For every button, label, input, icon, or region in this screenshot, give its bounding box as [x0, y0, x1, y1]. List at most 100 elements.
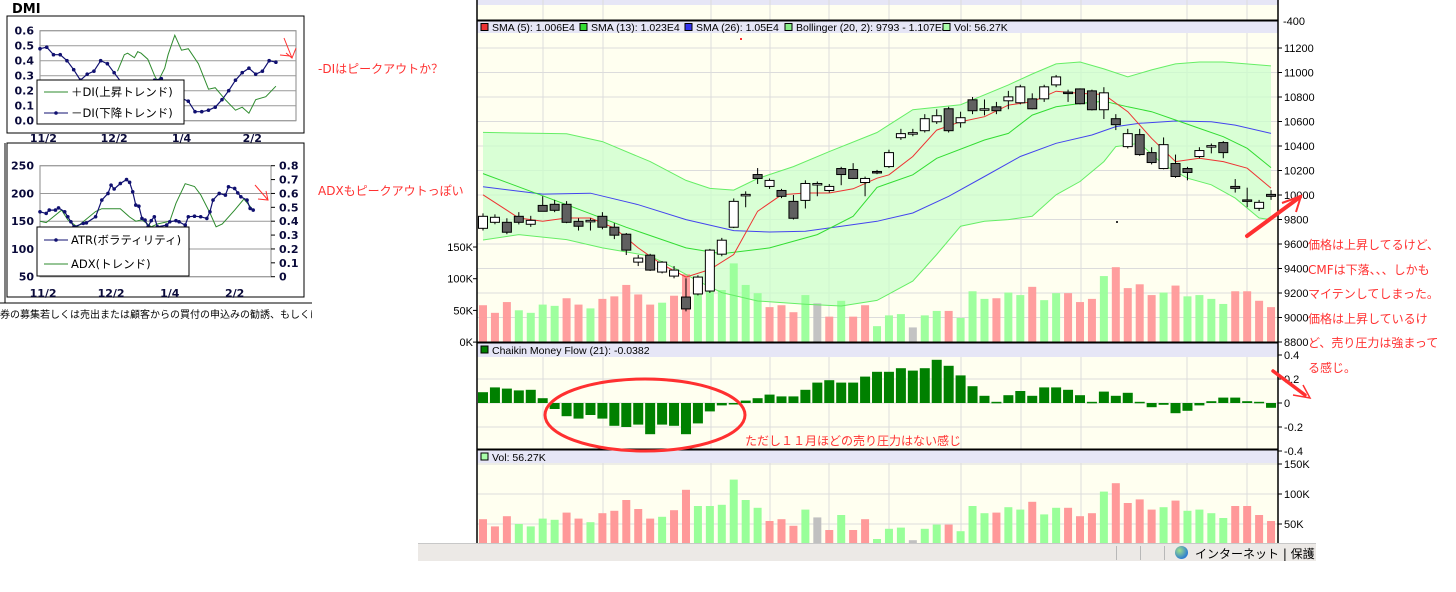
- volume-bar: [729, 263, 738, 342]
- candle-body: [633, 257, 644, 263]
- cmf-bar: [979, 395, 990, 403]
- plus-di-line: [117, 33, 277, 115]
- atr-point: [167, 219, 172, 224]
- dmi-y-tick: 0.1: [15, 100, 35, 113]
- di-annotation: -DIはピークアウトか？: [318, 62, 444, 76]
- atr-point: [47, 208, 52, 212]
- atr-point: [44, 211, 48, 216]
- vol-panel-bar: [1195, 509, 1204, 543]
- minus-di-point: [253, 72, 258, 76]
- cmf-bar: [740, 400, 751, 403]
- sma13-line: [482, 100, 1272, 255]
- candle-body: [669, 269, 680, 277]
- candle-body: [621, 233, 632, 251]
- vol-panel-bar: [932, 524, 941, 543]
- volume-bar: [550, 305, 559, 342]
- candle-body: [1254, 201, 1265, 209]
- cmf-bar: [1266, 403, 1277, 408]
- volume-bar: [765, 307, 774, 342]
- minus-di-point: [233, 78, 238, 82]
- volume-bar: [1099, 276, 1108, 342]
- vol-panel-bar: [502, 516, 511, 543]
- vol-panel-bar: [658, 516, 667, 543]
- volume-bar: [1219, 303, 1228, 342]
- atr-right-tick: 0.4: [279, 215, 299, 228]
- volume-bar: [514, 310, 523, 342]
- minus-di-point: [247, 66, 251, 70]
- minus-di-point: [44, 45, 49, 49]
- minus-di-point: [98, 58, 103, 63]
- atr-point: [130, 189, 135, 194]
- volume-bar: [479, 305, 487, 342]
- dmi-x-tick: 1/4: [172, 132, 192, 145]
- volume-bar: [1159, 292, 1168, 342]
- vol-panel-bar: [562, 512, 571, 543]
- atr-right-tick: 0.5: [279, 201, 299, 214]
- atr-point: [149, 218, 154, 223]
- dmi-title: DMI: [12, 2, 41, 17]
- price-tick: 9400: [1284, 264, 1308, 276]
- volume-bar: [813, 303, 822, 342]
- status-bar: インターネット | 保護: [418, 543, 1316, 561]
- vol-panel-bar: [908, 540, 917, 543]
- atr-x-tick: 1/4: [160, 287, 180, 300]
- status-separator: [1116, 546, 1117, 560]
- price-tick: 10800: [1284, 92, 1315, 104]
- legend-label: SMA (13): 1.023E4: [591, 22, 680, 34]
- cmf-bar: [525, 389, 536, 403]
- cmf-bar: [478, 392, 488, 403]
- volume-bar: [1255, 300, 1264, 342]
- vol-panel-bar: [1087, 513, 1096, 543]
- volume-bar: [1231, 291, 1240, 342]
- vol-panel-bar: [693, 506, 702, 543]
- candle-body: [776, 189, 787, 197]
- vol-panel-bar: [801, 509, 810, 543]
- minus-di-point: [213, 105, 218, 109]
- up-arrow-head-icon: [1281, 194, 1303, 213]
- volume-bar: [741, 284, 750, 342]
- vol-panel-bar: [1219, 518, 1228, 543]
- minus-di-point: [220, 97, 224, 102]
- vol-panel-bar: [1064, 507, 1073, 543]
- atr-left-tick: 100: [11, 243, 34, 256]
- cmf-bar: [609, 403, 620, 426]
- vol-panel-bar: [1147, 509, 1156, 543]
- vol-panel-bar: [634, 509, 643, 543]
- cmf-bar: [764, 394, 775, 403]
- volume-bar: [598, 298, 607, 342]
- volume-bar: [1087, 298, 1096, 342]
- dmi-x-tick: 11/2: [30, 132, 57, 145]
- vol-panel-bar: [765, 521, 774, 543]
- cmf-bar: [907, 370, 918, 403]
- atr-x-tick: 2/2: [225, 287, 244, 300]
- cmf-bar: [489, 387, 500, 403]
- atr-point: [183, 223, 188, 227]
- atr-point: [133, 203, 138, 207]
- candle-body: [1027, 98, 1038, 110]
- vol-panel-bar: [610, 510, 619, 543]
- candle-body: [943, 108, 954, 132]
- volume-bar: [908, 327, 917, 342]
- dmi-legend-label: －DI(下降トレンド): [71, 106, 173, 120]
- vol-panel-bar: [479, 519, 487, 543]
- atr-point: [208, 209, 212, 214]
- vol-panel-bar: [777, 519, 786, 543]
- cmf-bar: [501, 388, 512, 403]
- up-arrow-icon: [1245, 195, 1302, 238]
- legend-label: SMA (5): 1.006E4: [492, 22, 575, 34]
- cmf-tick: -0.2: [1284, 422, 1303, 434]
- security-zone-text[interactable]: インターネット | 保護: [1195, 547, 1315, 561]
- minus-di-point: [51, 52, 56, 57]
- atr-x-tick: 12/2: [98, 287, 125, 300]
- minus-di-point: [105, 61, 110, 66]
- dmi-y-tick: 0.2: [15, 85, 35, 98]
- cmf-bar: [1206, 401, 1217, 403]
- volume-bar: [837, 300, 846, 342]
- vol-panel-bar: [514, 524, 523, 543]
- price-tick: 11200: [1284, 43, 1314, 55]
- vol-panel-bar: [956, 531, 965, 543]
- right-annotation-line: る感じ。: [1308, 360, 1357, 375]
- vol-panel-bar: [1052, 507, 1061, 543]
- candle-body: [812, 182, 823, 186]
- price-tick: 10200: [1284, 166, 1315, 178]
